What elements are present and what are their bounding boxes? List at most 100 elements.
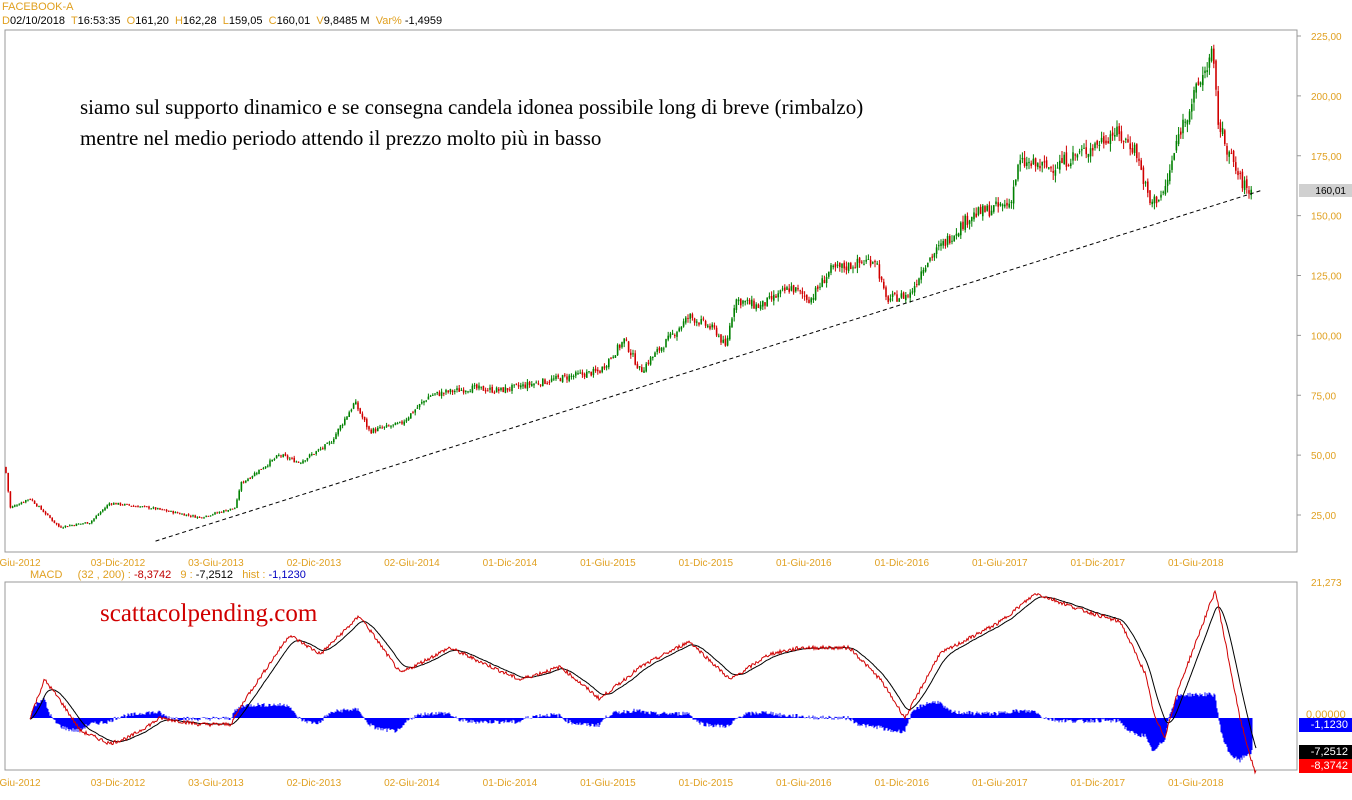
candle-up — [372, 428, 375, 434]
candle-down — [60, 526, 62, 528]
candle-down — [53, 520, 56, 523]
candle-down — [878, 264, 881, 279]
candle-down — [1006, 202, 1008, 206]
candle-up — [1206, 70, 1208, 73]
candle-up — [1100, 137, 1103, 143]
candle-up — [614, 355, 617, 358]
candle-up — [20, 502, 23, 505]
candle-down — [610, 357, 612, 359]
signal-value-badge: -7,2512 — [1299, 745, 1352, 759]
candle-up — [95, 515, 97, 519]
candle-down — [704, 320, 707, 326]
candle-down — [1092, 147, 1094, 151]
candle-up — [1116, 126, 1118, 136]
candle-up — [867, 259, 870, 261]
candle-up — [330, 442, 333, 444]
candle-up — [511, 385, 513, 391]
candle-down — [207, 515, 210, 517]
candle-down — [135, 506, 137, 508]
x-tick-label: 02-Giu-2014 — [384, 558, 440, 569]
candle-up — [1164, 185, 1167, 195]
candle-up — [522, 384, 524, 387]
candle-up — [236, 499, 238, 508]
candle-down — [627, 341, 630, 353]
candle-down — [1155, 196, 1158, 204]
candle-up — [181, 513, 183, 515]
candle-up — [240, 481, 243, 491]
candle-up — [196, 516, 199, 518]
candle-down — [502, 387, 504, 393]
candle-up — [1015, 179, 1017, 186]
candle-down — [698, 322, 700, 325]
candle-down — [313, 454, 315, 456]
candle-up — [663, 348, 665, 350]
candle-up — [905, 294, 907, 301]
candle-up — [1173, 153, 1175, 160]
candle-down — [1230, 152, 1233, 154]
candle-down — [451, 390, 454, 393]
candle-up — [14, 505, 16, 507]
candle-up — [113, 503, 115, 505]
candle-up — [346, 416, 348, 420]
candle-up — [1171, 160, 1173, 170]
candle-up — [623, 338, 625, 344]
candle-up — [553, 378, 555, 380]
candle-up — [1094, 143, 1096, 149]
candle-up — [471, 385, 474, 393]
candle-down — [44, 511, 47, 515]
candle-up — [722, 339, 724, 343]
candle-up — [1202, 74, 1204, 86]
candle-up — [1087, 153, 1090, 158]
candle-down — [641, 367, 643, 373]
candle-up — [1210, 48, 1213, 61]
candle-up — [335, 433, 337, 440]
candle-up — [1037, 163, 1039, 168]
candle-up — [423, 400, 425, 403]
candle-down — [176, 512, 179, 514]
candle-up — [469, 391, 471, 393]
candle-up — [682, 321, 685, 327]
candle-up — [911, 291, 914, 293]
candle-down — [997, 202, 999, 207]
candle-down — [9, 491, 12, 508]
candle-up — [11, 506, 14, 508]
candle-up — [106, 505, 108, 508]
candle-down — [1239, 172, 1241, 174]
candle-up — [678, 328, 680, 332]
candle-up — [440, 391, 443, 396]
candle-down — [544, 379, 546, 384]
candle-down — [1118, 126, 1120, 135]
candle-up — [865, 259, 867, 262]
candle-down — [858, 257, 861, 263]
price-plot-frame — [4, 29, 1298, 553]
candle-down — [443, 392, 445, 394]
candle-up — [1208, 57, 1211, 68]
candle-up — [812, 297, 815, 300]
candle-up — [1193, 90, 1195, 103]
x-tick-label: 02-Dic-2013 — [287, 558, 342, 569]
x-tick-label: 01-Giu-2018 — [1168, 778, 1224, 789]
candle-down — [949, 235, 951, 244]
candle-up — [768, 296, 771, 298]
candle-up — [656, 349, 658, 352]
candle-down — [179, 513, 181, 515]
candle-up — [1026, 162, 1028, 166]
candle-up — [513, 384, 515, 386]
candle-up — [957, 233, 960, 237]
candle-down — [1043, 161, 1046, 163]
candle-up — [832, 265, 834, 268]
candle-up — [269, 460, 271, 466]
candle-up — [689, 313, 691, 319]
y-tick-label: 25,00 — [1311, 511, 1336, 522]
candle-up — [379, 426, 381, 428]
candle-up — [572, 376, 575, 378]
candle-down — [297, 461, 300, 463]
candle-up — [533, 383, 535, 386]
candle-up — [924, 267, 927, 272]
candle-up — [414, 409, 416, 413]
candle-down — [907, 295, 909, 297]
candle-down — [462, 389, 465, 393]
candle-up — [1081, 149, 1083, 151]
candle-up — [139, 506, 141, 508]
